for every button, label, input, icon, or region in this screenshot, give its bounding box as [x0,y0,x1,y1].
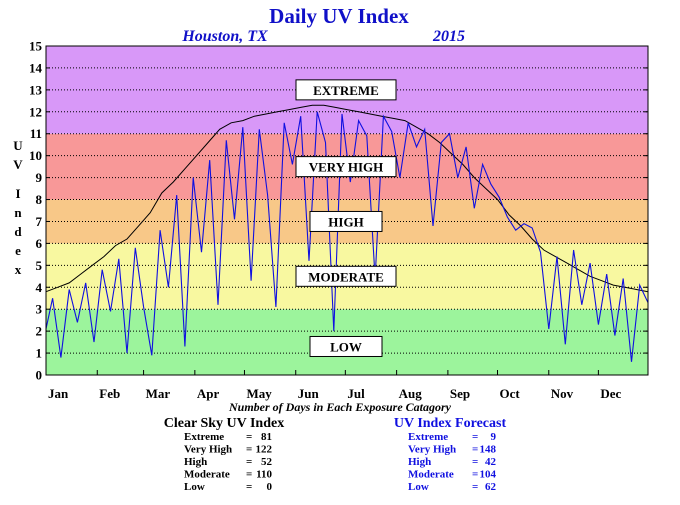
summary-row-sep: = [246,469,252,481]
x-tick-labels: Jan Feb Mar Apr May Jun Jul Aug Sep Oct Nov Dec [45,370,622,401]
y-tick-label: 14 [29,60,43,75]
band-label: LOW [330,339,362,354]
x-tick-label: Sep [450,386,470,401]
x-tick-label: Jun [298,386,320,401]
summary-row-label: High [408,456,431,468]
band-label-box [309,210,383,232]
summary-row-label: Very High [184,444,232,456]
x-tick-label: Oct [500,386,521,401]
y-tick-label: 5 [36,258,43,273]
summary-row-sep: = [246,481,252,493]
chart-year: 2015 [432,28,465,45]
y-tick-label: 7 [36,214,43,229]
summary-row-sep: = [472,469,478,481]
y-tick-label: 4 [36,280,43,295]
summary-row-label: Extreme [408,431,448,443]
summary-row-value: 9 [491,431,497,443]
summary-row-sep: = [472,481,478,493]
y-tick-label: 1 [36,346,43,361]
chart-title: Daily UV Index [269,4,409,28]
y-axis-label-letter: V [13,157,23,172]
summary-row-sep: = [472,431,478,443]
y-tick-label: 12 [29,104,42,119]
y-tick-label: 10 [29,148,42,163]
chart-caption: Number of Days in Each Exposure Catagory [228,400,452,414]
x-tick-label: Jul [347,386,365,401]
series-line-clear-sky [45,104,649,293]
summary-title: UV Index Forecast [394,416,507,431]
x-tick-label: May [246,386,272,401]
x-tick-label: Apr [197,386,220,401]
x-tick-label: Mar [146,386,171,401]
plot-frame [45,45,649,376]
x-tick-label: Nov [551,386,574,401]
y-axis-label-letter: U [13,138,23,153]
y-tick-label: 9 [36,170,43,185]
y-axis-label-letter: n [14,205,22,220]
summary-row-value: 62 [485,481,497,493]
y-axis-label-letter: d [14,224,22,239]
band-label: EXTREME [313,83,379,98]
x-tick-label: Dec [600,386,621,401]
y-tick-label: 8 [36,192,43,207]
summary-row-label: Very High [408,444,456,456]
summary-row-label: Extreme [184,431,224,443]
band-label-box [295,265,397,287]
summary-row-label: Low [408,481,429,493]
y-tick-label: 2 [36,324,43,339]
band-label-box [295,79,397,101]
summary-row-label: Moderate [408,469,454,481]
y-tick-label: 13 [29,82,43,97]
summary-row-value: 122 [256,444,273,456]
x-tick-label: Aug [399,386,423,401]
x-tick-label: Feb [99,386,120,401]
series-lines [45,104,649,362]
band-label: VERY HIGH [309,160,384,175]
band-label-box [295,156,397,178]
y-tick-label: 0 [36,368,43,383]
summary-row-sep: = [472,456,478,468]
summary-title: Clear Sky UV Index [164,416,284,431]
summary-row-value: 110 [256,469,272,481]
series-line-forecast [45,111,649,362]
x-tick-label: Jan [48,386,69,401]
summary-row-sep: = [472,444,478,456]
y-axis-label-letter: I [15,186,20,201]
chart-location: Houston, TX [181,28,268,45]
summary-row-value: 148 [480,444,497,456]
y-tick-label: 6 [36,236,43,251]
y-axis-label-letter: e [15,243,21,258]
band-label: HIGH [328,214,363,229]
summary-row-sep: = [246,456,252,468]
summary-row-value: 81 [261,431,272,443]
summary-row-sep: = [246,444,252,456]
y-tick-label: 3 [36,302,43,317]
band-label: MODERATE [308,269,384,284]
y-axis-label-letter: x [15,262,22,277]
summary-row-label: High [184,456,207,468]
y-tick-label: 11 [30,126,42,141]
summary-row-label: Low [184,481,205,493]
summary-row-value: 52 [261,456,273,468]
summary-row-value: 104 [480,469,497,481]
band-label-box [309,335,383,357]
summary-row-label: Moderate [184,469,230,481]
summary-row-value: 0 [267,481,273,493]
summary-row-sep: = [246,431,252,443]
band-labels: LOW MODERATE HIGH VERY HIGH EXTREME [295,79,397,357]
y-tick-label: 15 [29,39,43,54]
summary-row-value: 42 [485,456,497,468]
